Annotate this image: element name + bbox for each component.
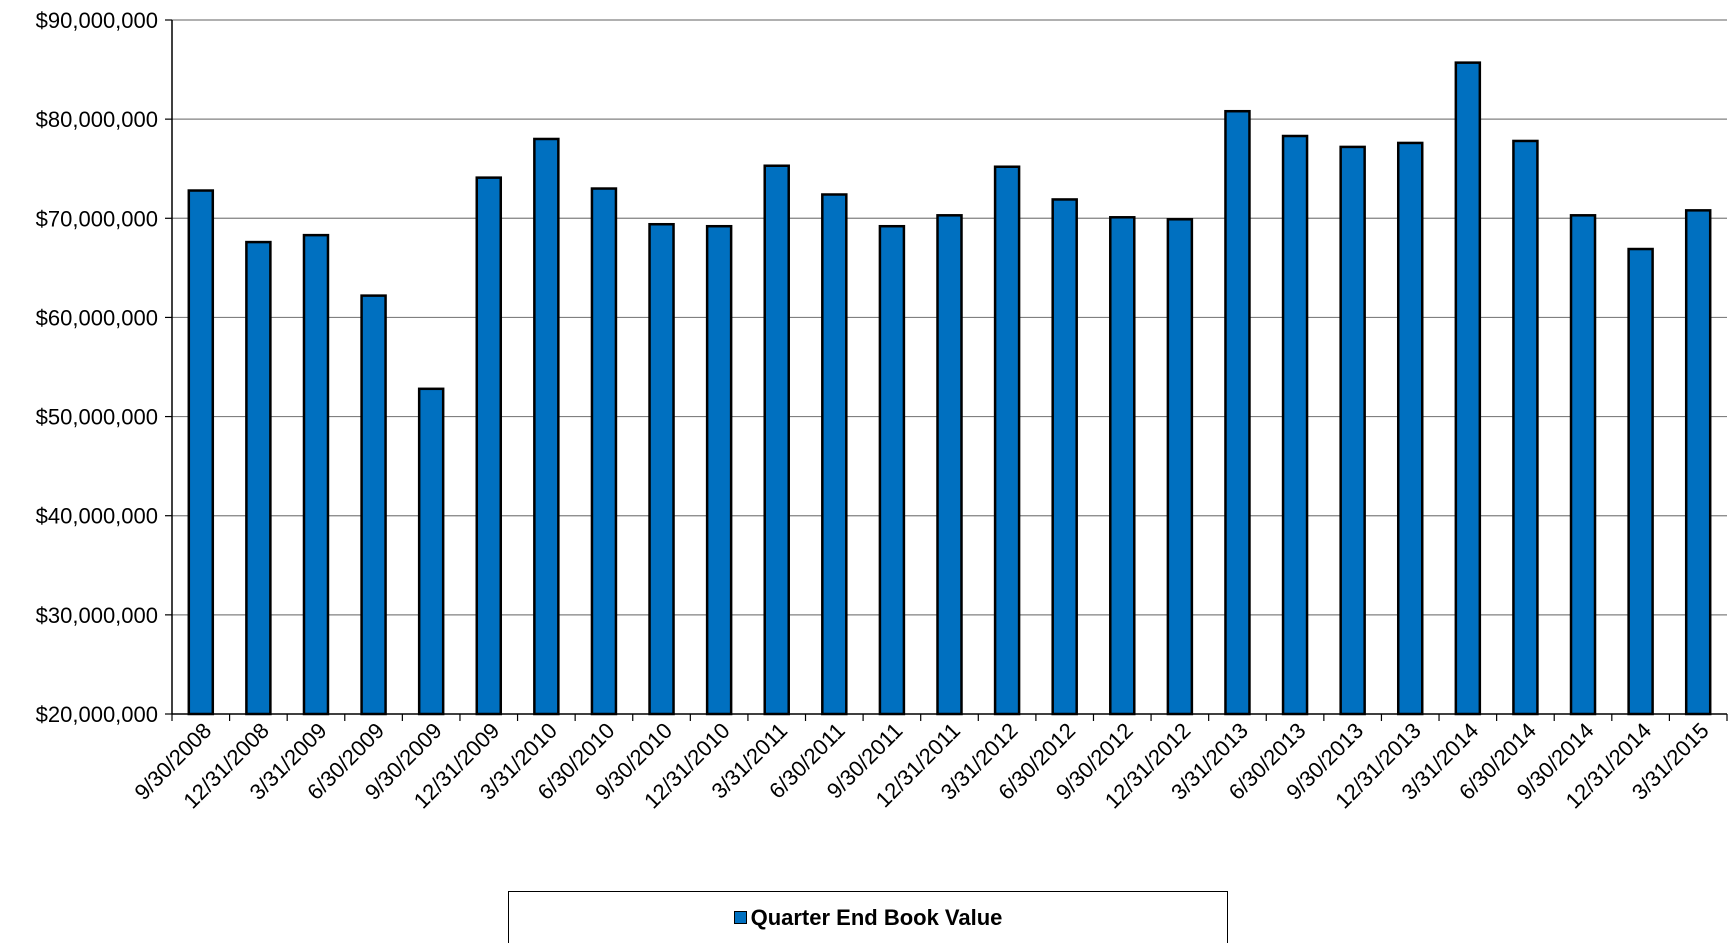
y-tick-label: $80,000,000: [36, 107, 158, 132]
bar: [417, 387, 445, 716]
bar: [1454, 61, 1482, 716]
bar: [1512, 139, 1539, 716]
y-tick-label: $60,000,000: [36, 305, 158, 330]
bar: [821, 193, 848, 716]
axes: [165, 19, 1728, 721]
bar: [1396, 141, 1424, 716]
bar: [763, 164, 790, 716]
bar: [936, 214, 963, 716]
y-tick-labels: $20,000,000 $30,000,000 $40,000,000 $50,000…: [36, 8, 158, 727]
bar: [590, 187, 618, 716]
y-tick-label: $70,000,000: [36, 206, 158, 231]
bars: [187, 61, 1712, 716]
bar: [1224, 109, 1251, 716]
bar: [360, 294, 387, 716]
bar: [878, 224, 906, 716]
bar: [1569, 214, 1597, 716]
y-tick-label: $40,000,000: [36, 504, 158, 529]
bar: [475, 176, 503, 716]
bar: [648, 222, 675, 716]
bar: [1166, 218, 1194, 716]
y-tick-label: $30,000,000: [36, 603, 158, 628]
bar: [993, 165, 1021, 716]
x-tick-labels: 9/30/200812/31/20083/31/20096/30/20099/3…: [129, 718, 1713, 814]
y-tick-label: $50,000,000: [36, 405, 158, 430]
bar: [705, 224, 733, 716]
bar: [1339, 145, 1366, 716]
bar: [1109, 216, 1136, 716]
y-tick-label: $90,000,000: [36, 8, 158, 33]
bar: [1051, 198, 1078, 716]
bar: [533, 137, 560, 716]
legend-label: Quarter End Book Value: [750, 904, 1003, 930]
legend: Quarter End Book Value: [508, 891, 1228, 943]
bar: [1281, 134, 1309, 716]
y-tick-label: $20,000,000: [36, 702, 158, 727]
bar: [302, 233, 330, 716]
legend-swatch: [733, 911, 747, 924]
bar: [1627, 247, 1654, 716]
bar: [245, 240, 272, 716]
bar: [187, 189, 215, 716]
bar: [1684, 209, 1712, 716]
